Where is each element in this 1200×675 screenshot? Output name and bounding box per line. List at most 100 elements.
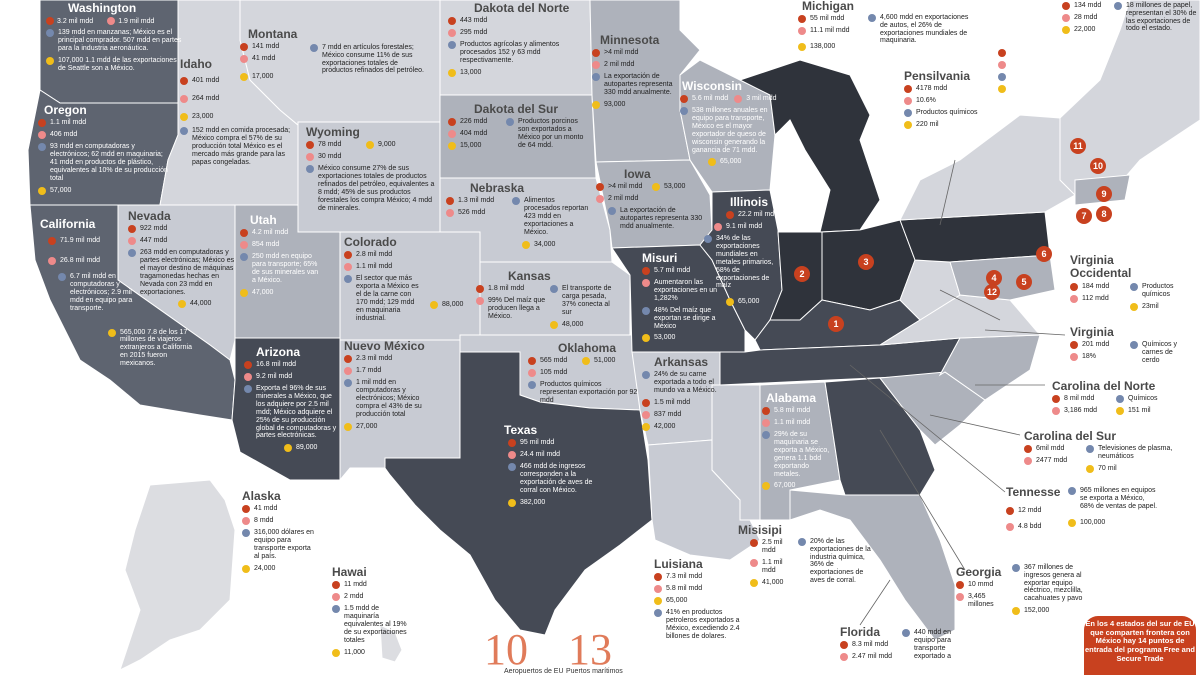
state-name: Montana [248, 27, 298, 41]
map-marker-2: 2 [794, 266, 810, 282]
metric-imports: 1.7 mdd [344, 367, 426, 376]
metric-exports: 401 mdd [180, 77, 298, 86]
iowa-top-row: >4 mil mdd 53,000 [596, 183, 706, 195]
tennesse-left: 12 mdd 4.8 bdd [1006, 507, 1068, 535]
metric-imports: 10.6% [904, 97, 984, 106]
metric-imports: 404 mdd [448, 130, 506, 139]
metric-imports: 26.8 mil mdd [48, 257, 205, 266]
metric-imports: 854 mdd [240, 241, 320, 250]
metric-exports: 12 mdd [1006, 507, 1068, 516]
metric-imports: 11.1 mil mdd [798, 27, 868, 36]
metric-products: 48% Del maíz que exportan se dirige a Mé… [642, 306, 722, 330]
metric-products: 152 mdd en comida procesada; México comp… [180, 127, 298, 166]
metric-exports: 55 mil mdd [798, 15, 868, 24]
map-marker-12: 12 [984, 284, 1000, 300]
metric-jobs: 44,000 [178, 300, 236, 309]
map-marker-11: 11 [1070, 138, 1086, 154]
kansas-left: 1.8 mil mdd 99% Del maíz que producen ll… [476, 285, 550, 332]
state-maine-note: 18 millones de papel, representan el 30%… [1114, 2, 1198, 37]
metric-jobs: 23,000 [180, 113, 298, 122]
state-name: Florida [840, 625, 881, 639]
metric-exports: 10 mmd [956, 581, 1076, 590]
metric-products: 466 mdd de ingresos corresponden a la ex… [508, 463, 600, 494]
state-oregon: Oregon 1.1 mil mdd 406 mdd 93 mdd en com… [38, 103, 170, 199]
metric-jobs: 53,000 [642, 334, 722, 343]
metric-imports: 3 mil mdd [734, 95, 777, 104]
metric-jobs: 47,000 [240, 288, 320, 297]
state-maine: 134 mdd 28 mdd 22,000 [1062, 2, 1122, 38]
metric-exports: 8.3 mil mdd [840, 641, 902, 650]
metric-jobs: 65,000 [726, 298, 784, 307]
state-arkansas: Arkansas 24% de su carne exportada a tod… [642, 355, 718, 435]
state-name: Colorado [344, 235, 397, 249]
metric-products: 263 mdd en computadoras y partes electró… [128, 249, 236, 296]
state-name: Washington [68, 1, 137, 15]
state-name: Misisipi [738, 523, 783, 537]
tennesse-right: 965 millones en equipos se exporta a Méx… [1068, 487, 1160, 535]
metric-products: El transporte de carga pesada, 37% conec… [550, 285, 620, 316]
metric-jobs: 93,000 [592, 100, 680, 109]
metric-exports: 201 mdd [1070, 341, 1130, 350]
state-iowa: Iowa >4 mil mdd 53,000 2 mil mdd La expo… [596, 167, 706, 235]
metric-jobs: 34,000 [522, 240, 590, 249]
metric-products: Maquinaria [998, 73, 1060, 82]
metric-imports: 18% [1070, 353, 1130, 362]
carolina-norte-left: 8 mil mdd 3,186 mdd [1052, 395, 1116, 419]
metric-jobs: 27,000 [344, 422, 426, 431]
leader-line-virginia [984, 329, 1066, 336]
metric-jobs: 17,000 [240, 73, 310, 82]
metric-products: 440 mdd en equipo para transporte export… [902, 629, 964, 660]
metric-imports: 264 mdd [180, 95, 298, 104]
state-virginia: Virginia 201 mdd 18% Químicos y carnes d… [1070, 325, 1198, 369]
metric-imports: 105 mdd [528, 369, 640, 378]
region-california [29, 204, 236, 421]
border-fast-lanes-callout: En los 4 estados del sur de EU que compa… [1084, 616, 1196, 675]
state-tennesse: Tennesse 12 mdd 4.8 bdd 965 millones en … [1006, 485, 1166, 535]
state-name: Hawai [332, 565, 367, 579]
metric-jobs: 67,000 [762, 482, 834, 491]
metric-exports: 1.3 mil mdd [446, 197, 512, 206]
state-dakota-sur: Dakota del Sur 226 mdd 404 mdd 15,000 Pr… [448, 102, 588, 154]
wisconsin-top-row: 5.6 mil mdd 3 mil mdd [680, 95, 780, 107]
metric-jobs: 152,000 [1012, 607, 1084, 616]
florida-right: 440 mdd en equipo para transporte export… [902, 629, 964, 665]
metric-exports: 4.2 mil mdd [240, 229, 320, 238]
state-oklahoma: Oklahoma 565 mdd 51,000 105 mdd Producto… [528, 341, 640, 409]
state-name: Illinois [730, 195, 769, 209]
region-alaska [119, 479, 236, 671]
state-name: Dakota del Sur [474, 102, 559, 116]
metric-exports: 4178 mdd [904, 85, 984, 94]
virginia-occ-left: 184 mdd 112 mdd [1070, 282, 1130, 315]
nebraska-right: Alimentos procesados reportan 423 mdd en… [512, 197, 590, 252]
metric-jobs: 151 mil [1116, 407, 1186, 416]
metric-imports: 24.4 mil mdd [508, 451, 600, 460]
state-colorado: Colorado 2.8 mil mdd 1.1 mil mdd El sect… [344, 235, 484, 326]
leader-line-pensilvania [939, 159, 956, 226]
state-texas: Texas 95 mil mdd 24.4 mil mdd 466 mdd de… [504, 423, 600, 511]
state-name: Iowa [624, 167, 651, 181]
kansas-body: 1.8 mil mdd 99% Del maíz que producen ll… [476, 285, 626, 332]
metric-jobs: 51,000 [582, 357, 615, 366]
metric-imports: 2 mil mdd [596, 195, 706, 204]
metric-imports: 9.2 mil mdd [244, 373, 340, 382]
carolina-norte-body: 8 mil mdd 3,186 mdd Químicos 151 mil [1052, 395, 1192, 419]
metric-products: México consume 27% de sus exportaciones … [306, 165, 436, 212]
metric-jobs: 70 mil [1086, 465, 1178, 474]
region-new-england [1059, 0, 1200, 196]
metric-exports: 2.5 mil mdd [750, 539, 798, 555]
metric-products: La exportación de autopartes representa … [608, 207, 706, 230]
metric-imports: 28 mdd [1062, 14, 1122, 22]
metric-jobs: 53,000 [652, 183, 685, 192]
metric-imports: 30 mdd [306, 153, 436, 162]
metric-jobs: 22,000 [1062, 26, 1122, 34]
state-luisiana: Luisiana 7.3 mil mdd 5.8 mil mdd 65,000 … [654, 557, 740, 645]
state-kansas: Kansas 1.8 mil mdd 99% Del maíz que prod… [476, 269, 626, 333]
metric-exports: 443 mdd [448, 17, 580, 26]
state-virginia-occidental: Virginia Occidental 184 mdd 112 mdd Prod… [1070, 253, 1198, 315]
state-name: Luisiana [654, 557, 703, 571]
state-wyoming: Wyoming 78 mdd 9,000 30 mdd México consu… [306, 125, 436, 216]
florida-left: 8.3 mil mdd 2.47 mil mdd [840, 641, 902, 665]
metric-exports: 41 mdd [242, 505, 318, 514]
map-marker-7: 7 [1076, 208, 1092, 224]
carolina-sur-body: 6mil mdd 2477 mdd Televisiones de plasma… [1024, 445, 1184, 477]
